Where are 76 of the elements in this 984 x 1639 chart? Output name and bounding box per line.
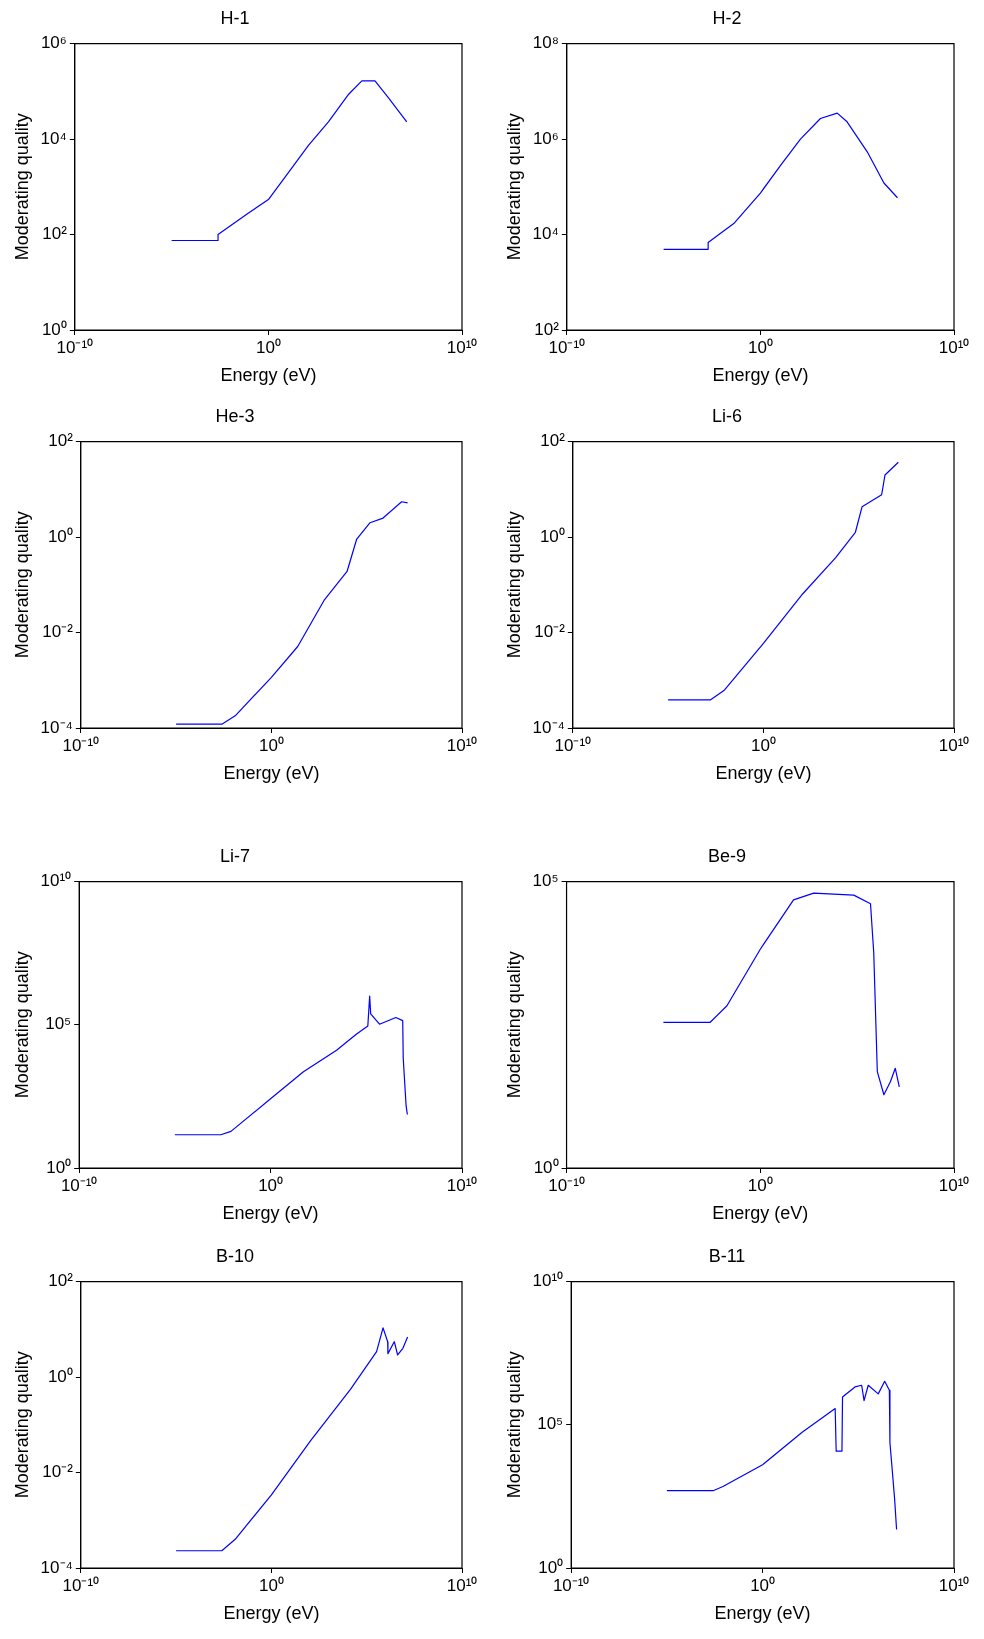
x-tick-label: 10¹⁰	[446, 1175, 478, 1195]
x-axis-title: Energy (eV)	[715, 763, 812, 784]
y-axis-title: Moderating quality	[11, 511, 32, 659]
chart-title: Li-6	[711, 405, 743, 426]
y-tick-label: 10⁰	[538, 1557, 564, 1577]
x-axis-title: Energy (eV)	[220, 365, 317, 386]
y-tick-label: 10⁻⁴	[40, 717, 73, 737]
y-tick-label: 10⁰	[47, 526, 73, 546]
x-axis-title: Energy (eV)	[714, 1603, 811, 1624]
x-tick-label: 10⁻¹⁰	[548, 337, 586, 357]
y-tick-label: 10⁰	[41, 319, 67, 339]
y-tick-label: 10²	[48, 431, 74, 451]
y-tick-label: 10⁻²	[42, 1462, 74, 1482]
y-axis-title: Moderating quality	[11, 1351, 32, 1499]
y-axis-title: Moderating quality	[11, 951, 32, 1099]
x-tick-label: 10⁻¹⁰	[552, 1575, 590, 1595]
x-tick-label: 10⁻¹⁰	[554, 735, 592, 755]
y-axis-title: Moderating quality	[503, 511, 524, 659]
chart-title: H-2	[712, 7, 742, 28]
x-tick-label: 10⁰	[747, 1175, 773, 1195]
y-tick-label: 10⁵	[45, 1014, 72, 1034]
y-tick-label: 10¹⁰	[532, 1271, 564, 1291]
chart-title: B-10	[215, 1245, 255, 1266]
x-tick-label: 10¹⁰	[938, 1575, 970, 1595]
y-tick-label: 10¹⁰	[40, 871, 72, 891]
x-axis-title: Energy (eV)	[223, 1603, 320, 1624]
y-tick-label: 10⁵	[532, 871, 559, 891]
y-tick-label: 10⁻⁴	[532, 717, 565, 737]
chart-title: H-1	[220, 7, 250, 28]
y-tick-label: 10⁰	[539, 526, 565, 546]
y-axis-title: Moderating quality	[503, 113, 524, 261]
x-tick-label: 10⁻¹⁰	[62, 735, 100, 755]
y-axis-title: Moderating quality	[503, 951, 524, 1099]
y-tick-label: 10⁸	[532, 33, 559, 53]
y-tick-label: 10⁻⁴	[40, 1557, 73, 1577]
x-axis-title: Energy (eV)	[223, 763, 320, 784]
x-tick-label: 10⁰	[258, 1575, 284, 1595]
x-tick-label: 10¹⁰	[938, 735, 970, 755]
y-tick-label: 10⁵	[537, 1414, 564, 1434]
x-tick-label: 10¹⁰	[446, 337, 478, 357]
y-tick-label: 10⁰	[533, 1157, 559, 1177]
y-tick-label: 10²	[48, 1271, 74, 1291]
y-tick-label: 10⁻²	[42, 622, 74, 642]
x-tick-label: 10⁰	[258, 735, 284, 755]
x-tick-label: 10⁰	[255, 337, 281, 357]
y-tick-label: 10⁻²	[534, 622, 566, 642]
x-tick-label: 10⁰	[258, 1175, 284, 1195]
x-tick-label: 10¹⁰	[446, 1575, 478, 1595]
x-axis-title: Energy (eV)	[712, 1203, 809, 1224]
x-tick-label: 10⁻¹⁰	[548, 1175, 585, 1195]
x-tick-label: 10¹⁰	[938, 1175, 970, 1195]
x-tick-label: 10¹⁰	[938, 337, 970, 357]
y-tick-label: 10²	[534, 319, 560, 339]
y-tick-label: 10⁶	[532, 128, 559, 148]
chart-title: Li-7	[219, 845, 251, 866]
x-axis-title: Energy (eV)	[222, 1203, 319, 1224]
y-tick-label: 10⁰	[47, 1366, 73, 1386]
x-tick-label: 10¹⁰	[446, 735, 478, 755]
x-tick-label: 10⁰	[750, 735, 776, 755]
x-tick-label: 10⁻¹⁰	[62, 1575, 100, 1595]
y-tick-label: 10²	[42, 224, 68, 244]
y-tick-label: 10⁴	[40, 128, 67, 148]
y-tick-label: 10⁶	[40, 33, 67, 53]
x-tick-label: 10⁻¹⁰	[56, 337, 94, 357]
x-tick-label: 10⁻¹⁰	[60, 1175, 98, 1195]
y-axis-title: Moderating quality	[503, 1351, 524, 1499]
chart-title: B-11	[708, 1245, 746, 1266]
x-axis-title: Energy (eV)	[712, 365, 809, 386]
y-tick-label: 10²	[540, 431, 566, 451]
y-tick-label: 10⁰	[46, 1157, 72, 1177]
y-axis-title: Moderating quality	[11, 113, 32, 261]
y-tick-label: 10⁴	[532, 224, 559, 244]
chart-title: He-3	[215, 405, 255, 426]
x-tick-label: 10⁰	[747, 337, 773, 357]
x-tick-label: 10⁰	[750, 1575, 776, 1595]
chart-title: Be-9	[707, 845, 747, 866]
